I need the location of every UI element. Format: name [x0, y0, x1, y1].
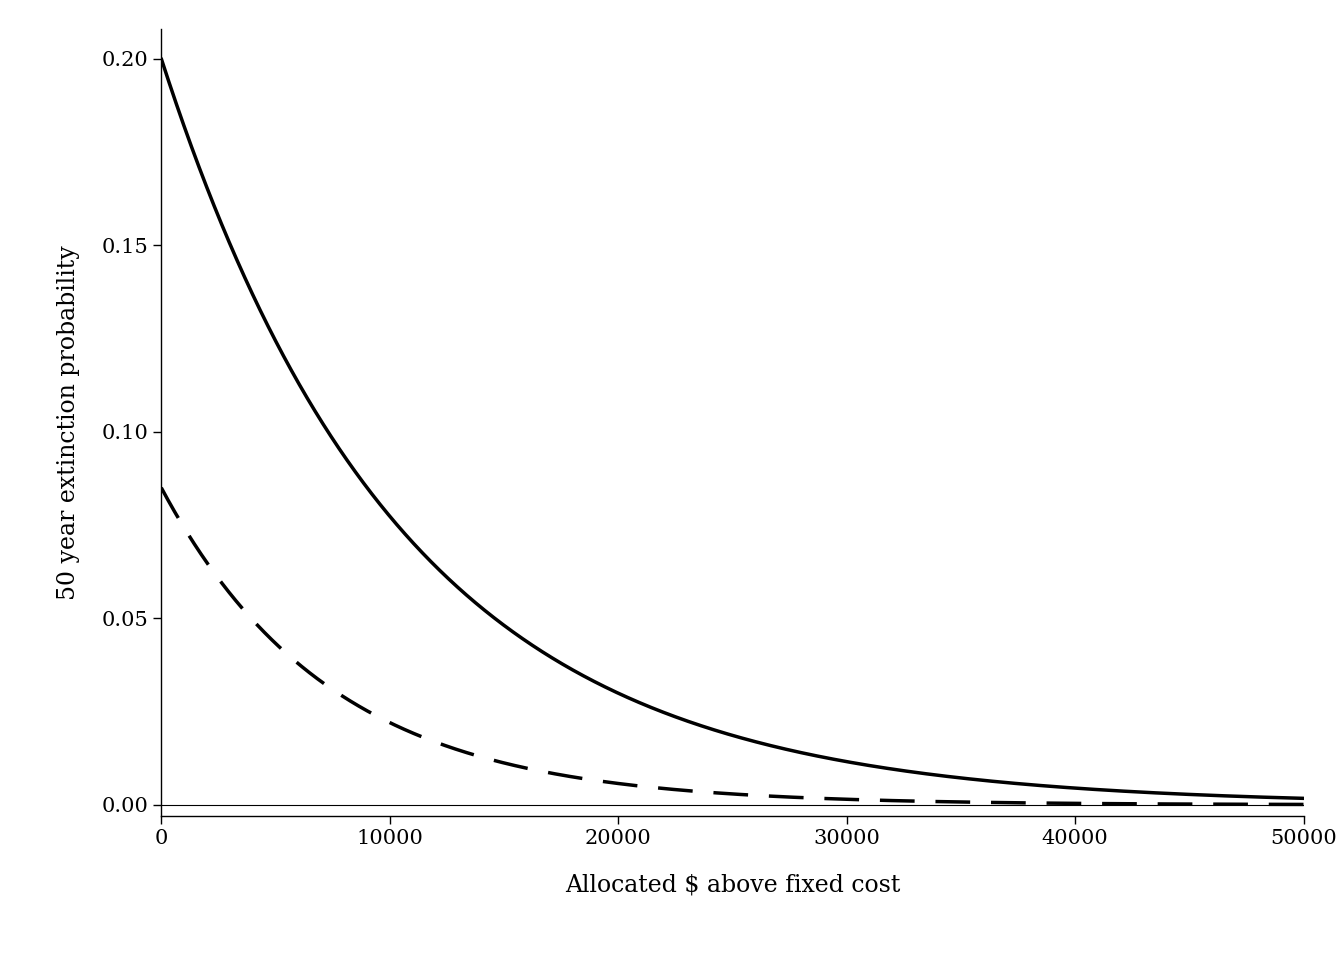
X-axis label: Allocated $ above fixed cost: Allocated $ above fixed cost: [564, 874, 900, 897]
Y-axis label: 50 year extinction probability: 50 year extinction probability: [58, 245, 81, 600]
